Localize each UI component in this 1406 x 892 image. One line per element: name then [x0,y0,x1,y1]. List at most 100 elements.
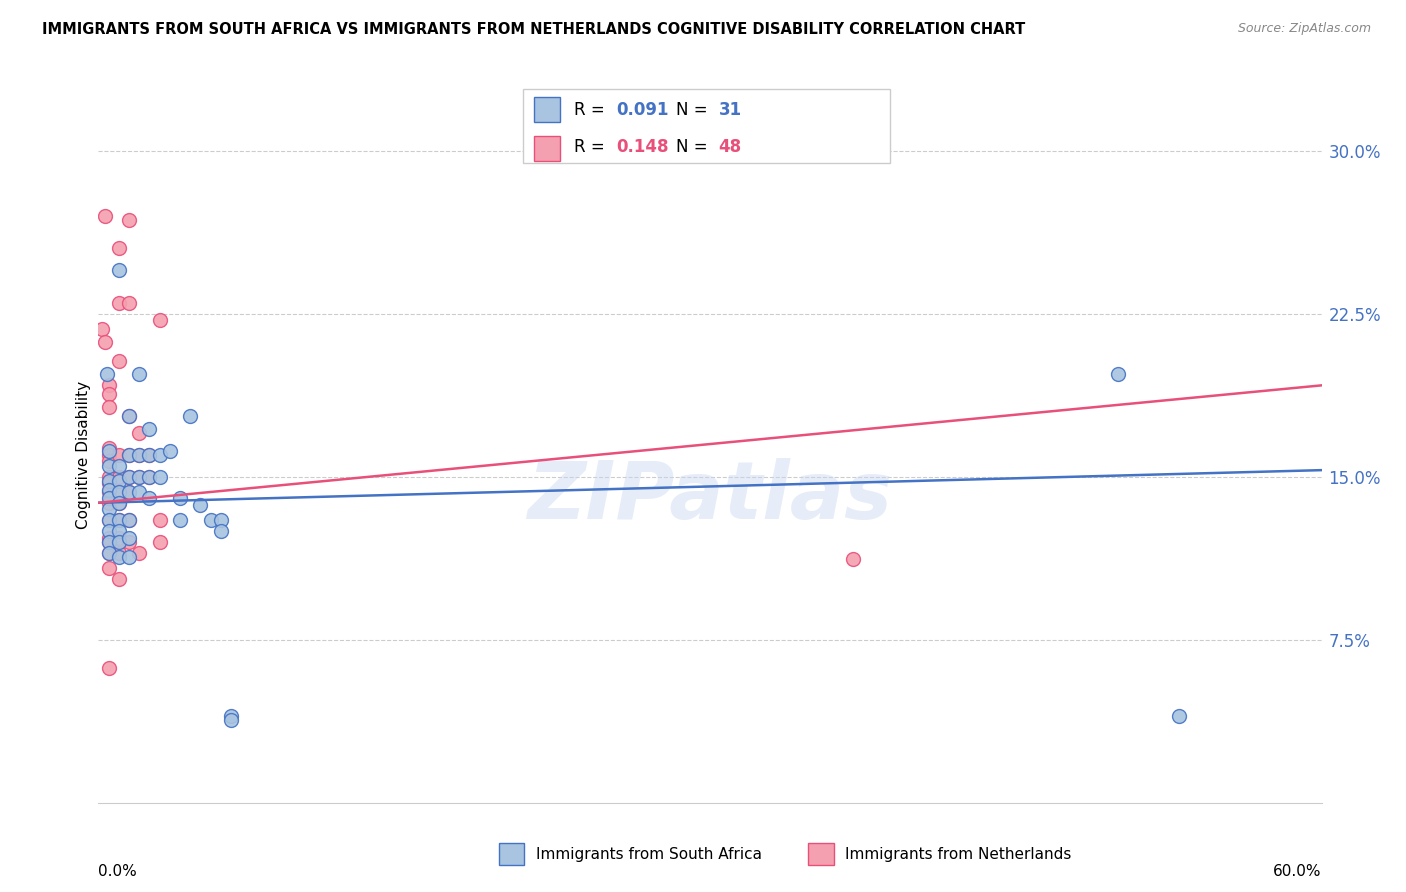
Point [209,513,232,527]
Point [108,524,131,538]
Point [128,448,150,462]
Point [97,387,120,401]
Point [97,469,120,483]
Point [108,572,131,586]
Point [108,513,131,527]
Text: 48: 48 [718,138,741,156]
Point [108,295,131,310]
Point [96,368,118,382]
Point [97,535,120,549]
Point [97,513,120,527]
Point [97,400,120,414]
Point [200,513,222,527]
Point [108,474,131,488]
Point [149,469,172,483]
Point [169,491,191,506]
Point [149,448,172,462]
Point [108,496,131,510]
Point [108,484,131,499]
Point [108,546,131,560]
Point [108,448,131,462]
Point [108,535,131,549]
Point [97,458,120,473]
Point [118,409,141,423]
Point [97,378,120,392]
Point [128,484,150,499]
Point [149,513,172,527]
Point [97,546,120,560]
Point [108,241,131,255]
Point [97,484,120,499]
Point [179,409,201,423]
Y-axis label: Cognitive Disability: Cognitive Disability [76,381,91,529]
Point [219,713,242,727]
Point [138,448,160,462]
Point [1107,368,1129,382]
Point [97,524,120,538]
Point [118,448,141,462]
Point [138,469,160,483]
Point [159,443,181,458]
Point [149,313,172,327]
Point [97,513,120,527]
Point [128,448,150,462]
Point [97,535,120,549]
Point [97,483,120,497]
Point [128,368,150,382]
Point [118,550,141,565]
Point [118,213,141,227]
Point [97,561,120,575]
Point [138,422,160,436]
Point [118,448,141,462]
Point [128,469,150,483]
Point [118,484,141,499]
Text: 60.0%: 60.0% [1274,863,1322,879]
Point [118,295,141,310]
Text: 31: 31 [718,101,741,119]
Point [97,496,120,510]
Point [108,496,131,510]
Point [118,409,141,423]
Point [138,469,160,483]
Point [97,531,120,545]
Text: 0.148: 0.148 [616,138,668,156]
Point [97,476,120,491]
Point [841,552,863,566]
Point [97,443,120,458]
Point [91,322,114,336]
Point [118,469,141,483]
Point [128,426,150,441]
Point [138,448,160,462]
Text: Immigrants from South Africa: Immigrants from South Africa [536,847,762,862]
Point [108,458,131,473]
Point [108,550,131,565]
Text: Immigrants from Netherlands: Immigrants from Netherlands [845,847,1071,862]
Point [149,535,172,549]
Text: R =: R = [574,101,610,119]
Point [169,513,191,527]
Point [97,491,120,506]
Point [108,531,131,545]
Text: 0.091: 0.091 [616,101,668,119]
Point [97,502,120,516]
Point [118,484,141,499]
Point [108,469,131,483]
Text: IMMIGRANTS FROM SOUTH AFRICA VS IMMIGRANTS FROM NETHERLANDS COGNITIVE DISABILITY: IMMIGRANTS FROM SOUTH AFRICA VS IMMIGRAN… [42,22,1025,37]
Point [108,513,131,527]
Point [97,661,120,675]
Text: Source: ZipAtlas.com: Source: ZipAtlas.com [1237,22,1371,36]
Point [97,474,120,488]
Point [118,469,141,483]
Point [108,263,131,277]
Point [93,334,115,349]
Point [118,513,141,527]
Point [118,513,141,527]
Point [97,448,120,462]
Point [118,535,141,549]
Point [93,209,115,223]
Point [97,546,120,560]
Point [1167,708,1189,723]
Text: 0.0%: 0.0% [98,863,138,879]
Text: N =: N = [676,101,713,119]
Text: ZIPatlas: ZIPatlas [527,458,893,536]
